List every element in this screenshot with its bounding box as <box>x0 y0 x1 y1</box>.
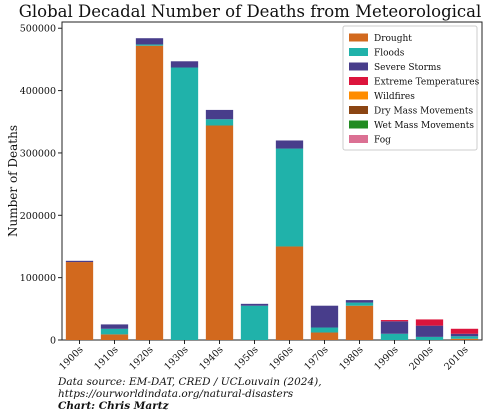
bar-floods-2000s <box>415 336 444 340</box>
legend-label-wildfires: Wildfires <box>374 92 415 102</box>
x-tick-label: 1990s <box>372 344 400 372</box>
bar-drought-1970s <box>310 332 339 340</box>
x-tick-label: 1950s <box>232 344 260 372</box>
y-axis: 0 100000 200000 300000 400000 500000 <box>20 24 62 347</box>
bar-severe-storms-1910s <box>100 324 129 329</box>
legend-swatch-dry-mass-movements <box>349 106 368 114</box>
bar-drought-1900s <box>65 262 94 340</box>
bar-severe-storms-1940s <box>205 109 234 120</box>
bar-severe-storms-1930s <box>170 61 199 68</box>
x-tick-label: 1960s <box>267 344 295 372</box>
y-axis-label: Number of Deaths <box>6 125 20 237</box>
legend-swatch-extreme-temperatures <box>349 77 368 85</box>
x-tick-label: 1940s <box>197 344 225 372</box>
source-line-2: https://ourworldindata.org/natural-disas… <box>58 388 294 400</box>
legend-label-wet-mass-movements: Wet Mass Movements <box>374 121 474 131</box>
bar-severe-storms-2000s <box>415 325 444 337</box>
y-tick-label: 400000 <box>20 86 56 97</box>
x-tick-label: 1970s <box>302 344 330 372</box>
legend-label-dry-mass-movements: Dry Mass Movements <box>374 107 473 117</box>
legend-label-severe-storms: Severe Storms <box>374 63 441 73</box>
bar-extreme-temperatures-2010s <box>450 328 479 334</box>
bar-floods-1920s <box>135 44 164 46</box>
x-tick-label: 1920s <box>127 344 155 372</box>
bar-floods-1990s <box>380 333 409 340</box>
legend-label-extreme-temperatures: Extreme Temperatures <box>374 78 480 88</box>
bar-floods-1930s <box>170 67 199 341</box>
bar-severe-storms-1970s <box>310 305 339 328</box>
bar-floods-1910s <box>100 328 129 335</box>
y-tick-label: 300000 <box>20 148 56 159</box>
legend-swatch-wildfires <box>349 91 368 100</box>
legend-box <box>342 25 478 151</box>
legend-swatch-drought <box>349 33 368 42</box>
bar-floods-1940s <box>205 119 234 126</box>
legend-label-floods: Floods <box>374 49 405 59</box>
bar-severe-storms-1960s <box>275 140 304 149</box>
legend-swatch-floods <box>349 48 368 56</box>
bar-drought-1910s <box>100 334 129 340</box>
legend-swatch-fog <box>349 135 368 143</box>
y-tick-label: 100000 <box>20 273 56 284</box>
x-tick-label: 2010s <box>442 344 470 372</box>
bar-drought-1980s <box>345 305 374 340</box>
bar-floods-2010s <box>450 336 479 339</box>
bar-floods-1970s <box>310 327 339 333</box>
bar-severe-storms-1990s <box>380 321 409 334</box>
bar-severe-storms-1920s <box>135 38 164 45</box>
x-tick-label: 2000s <box>407 344 435 372</box>
bar-extreme-temperatures-2000s <box>415 319 444 326</box>
bar-severe-storms-1900s <box>65 260 94 263</box>
x-axis: 1900s 1910s 1920s 1930s 1940s 1950s 1960s 1970s… <box>57 340 471 373</box>
legend-swatch-wet-mass-movements <box>349 120 368 129</box>
legend: Drought Floods Severe Storms Extreme Temper… <box>342 25 480 151</box>
bar-drought-2010s <box>450 338 479 340</box>
bar-severe-storms-1950s <box>240 303 269 306</box>
bar-floods-1960s <box>275 148 304 247</box>
chart-credit: Chart: Chris Martz <box>58 400 169 412</box>
source-line-1: Data source: EM-DAT, CRED / UCLouvain (2… <box>58 376 322 388</box>
legend-label-fog: Fog <box>374 136 391 146</box>
bar-drought-1960s <box>275 246 304 340</box>
y-tick-label: 0 <box>50 336 56 347</box>
y-tick-label: 500000 <box>20 24 56 35</box>
bar-drought-1940s <box>205 125 234 340</box>
x-tick-label: 1930s <box>162 344 190 372</box>
bar-extreme-temperatures-1990s <box>380 320 409 322</box>
x-tick-label: 1910s <box>92 344 120 372</box>
footer: Data source: EM-DAT, CRED / UCLouvain (2… <box>58 376 322 412</box>
bars-group <box>65 38 479 341</box>
y-tick-label: 200000 <box>20 211 56 222</box>
x-tick-label: 1980s <box>337 344 365 372</box>
bar-severe-storms-1980s <box>345 300 374 303</box>
bar-floods-1950s <box>240 305 269 340</box>
bar-severe-storms-2010s <box>450 333 479 337</box>
bar-floods-1980s <box>345 302 374 306</box>
bar-drought-1920s <box>135 45 164 340</box>
legend-swatch-severe-storms <box>349 62 368 71</box>
legend-label-drought: Drought <box>374 34 412 44</box>
x-tick-label: 1900s <box>57 344 85 372</box>
